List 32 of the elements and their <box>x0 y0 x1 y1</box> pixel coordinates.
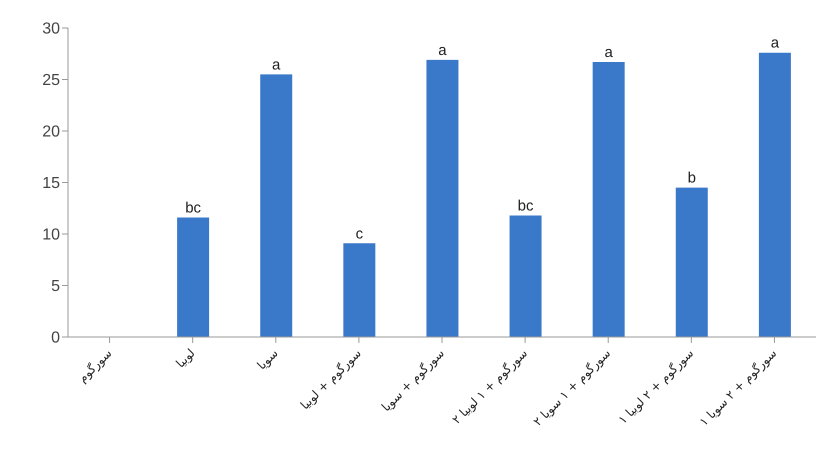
data-label: a <box>272 56 282 74</box>
y-tick-label: 20 <box>42 124 60 141</box>
y-tick-label: 30 <box>42 20 60 38</box>
bar <box>343 243 376 337</box>
x-tick-label: ۱ سورگوم + ۲ سویا <box>696 346 780 429</box>
y-tick-label: 0 <box>51 330 60 347</box>
bar <box>177 218 210 337</box>
bar <box>592 62 625 337</box>
data-label: a <box>770 34 780 52</box>
bar <box>426 60 458 337</box>
bar <box>758 52 791 337</box>
bar <box>260 74 292 337</box>
y-tick-label: 15 <box>42 175 60 192</box>
y-tick-label: 5 <box>51 278 60 296</box>
x-tick-label: ۲ سورگوم + ۱ لوبیا <box>449 346 530 427</box>
data-label: c <box>356 225 364 242</box>
x-tick-label: سورگوم + سویا <box>378 346 447 414</box>
bar <box>676 188 708 337</box>
data-label: a <box>604 44 614 61</box>
y-tick-label: 25 <box>42 72 60 90</box>
x-tick-label: ۲ سورگوم + ۱ سویا <box>530 346 614 429</box>
x-tick-label: سورگوم <box>75 346 115 386</box>
x-tick-label: لوبیا <box>173 346 198 370</box>
bar <box>510 215 542 337</box>
data-label: bc <box>185 200 202 217</box>
y-tick-label: 10 <box>42 226 60 244</box>
x-tick-label: سویا <box>254 346 281 372</box>
data-label: bc <box>518 197 534 214</box>
data-label: b <box>688 170 696 187</box>
x-tick-label: ۱ سورگوم + ۲ لوبیا <box>616 346 696 427</box>
data-label: a <box>438 42 448 59</box>
x-tick-label: سورگوم + لوبیا <box>298 346 364 412</box>
